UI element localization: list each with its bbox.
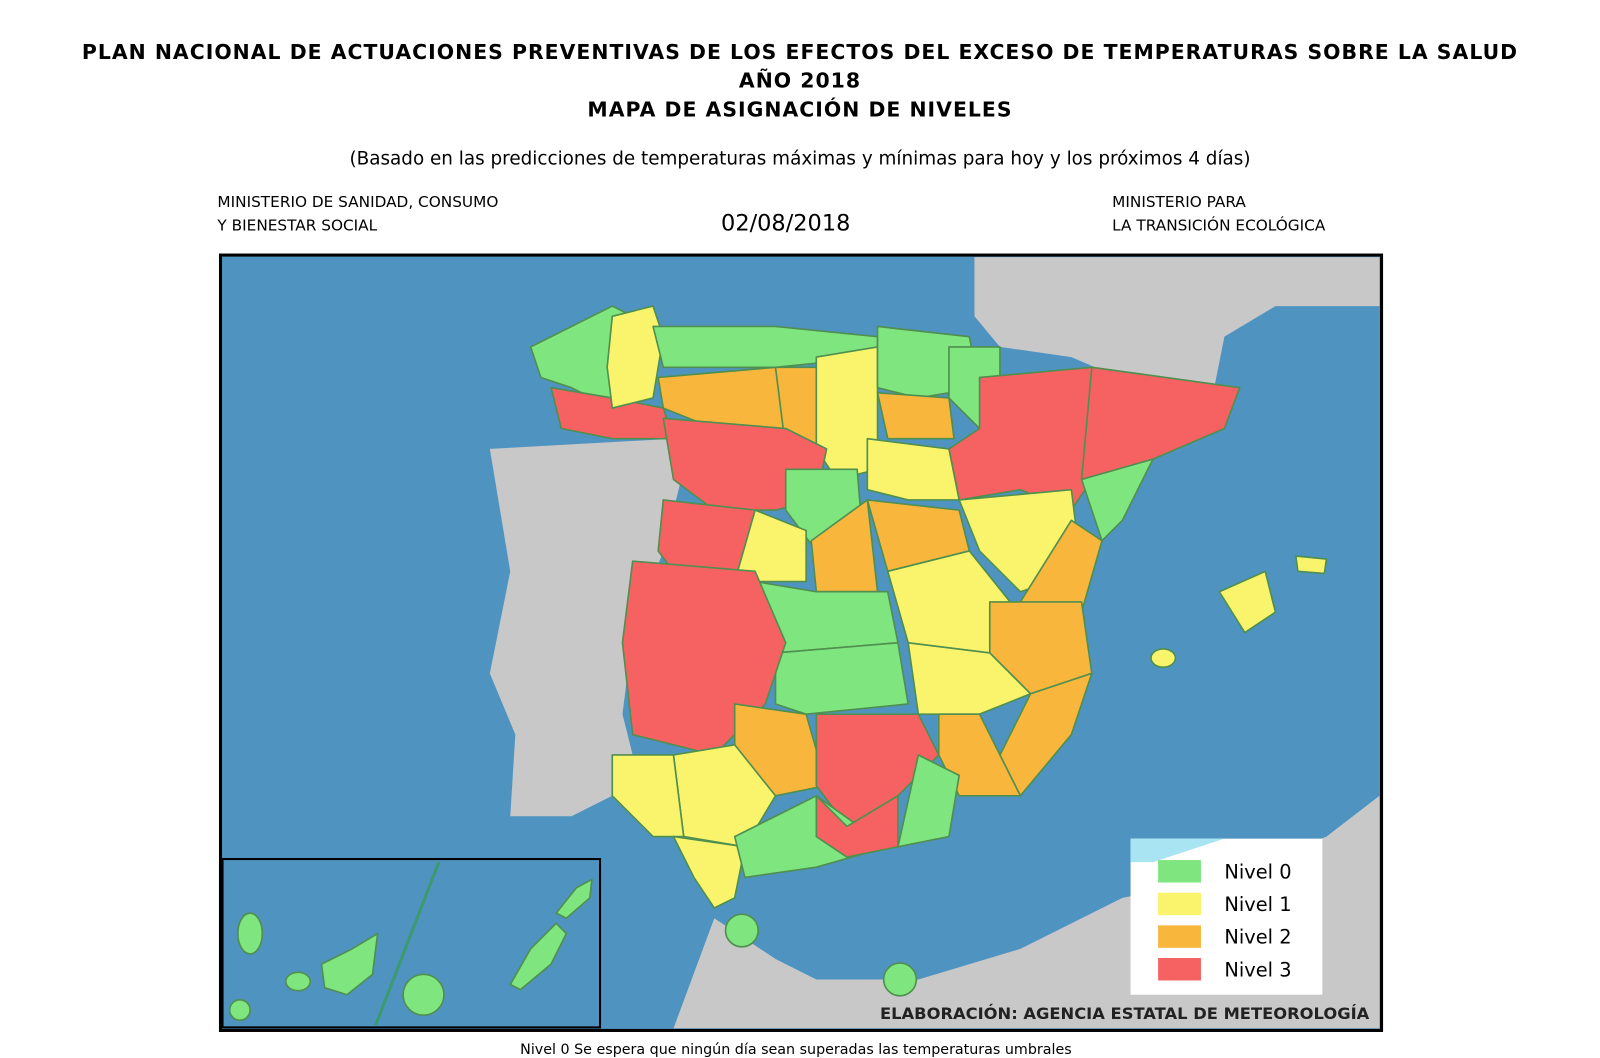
footer: Nivel 0 Se espera que ningún día sean su… [520, 1042, 1072, 1058]
province [555, 878, 593, 920]
province [999, 672, 1093, 797]
legend-label: Nivel 0 [1224, 860, 1291, 883]
province [907, 641, 1032, 715]
province [237, 912, 264, 955]
ministry-left: Y BIENESTAR SOCIAL [216, 217, 377, 235]
province [733, 509, 807, 583]
credit: ELABORACIÓN: AGENCIA ESTATAL DE METEOROL… [880, 1004, 1370, 1023]
province [509, 922, 568, 991]
province [1218, 570, 1277, 634]
province [284, 971, 312, 992]
province [876, 391, 955, 440]
year: AÑO 2018 [739, 68, 861, 93]
canarias [228, 878, 593, 1022]
province [611, 754, 685, 838]
province [402, 973, 445, 1016]
title: PLAN NACIONAL DE ACTUACIONES PREVENTIVAS… [82, 40, 1518, 64]
province [606, 305, 665, 409]
province [1080, 366, 1241, 481]
inset-line [374, 861, 441, 1026]
province [1080, 458, 1154, 542]
note: (Basado en las predicciones de temperatu… [349, 148, 1250, 169]
france [974, 257, 1380, 388]
province [815, 794, 899, 858]
provinces [529, 305, 1328, 997]
date: 02/08/2018 [721, 211, 850, 237]
province [866, 437, 960, 501]
legend-swatch [1158, 925, 1201, 948]
province [1295, 555, 1328, 575]
legend-swatch [1158, 958, 1201, 981]
portugal [489, 438, 684, 817]
province [724, 913, 759, 948]
province [672, 835, 746, 909]
legend: Nivel 0 Nivel 1 Nivel 2 Nivel 3 [1130, 838, 1323, 995]
legend-label: Nivel 3 [1224, 958, 1291, 981]
province [228, 999, 251, 1022]
province [320, 932, 379, 996]
subtitle: MAPA DE ASIGNACIÓN DE NIVELES [587, 96, 1012, 121]
legend-label: Nivel 1 [1224, 893, 1291, 916]
province [897, 754, 960, 848]
province [1150, 648, 1177, 669]
ministry-left: MINISTERIO DE SANIDAD, CONSUMO [217, 193, 498, 211]
legend-label: Nivel 2 [1224, 926, 1291, 949]
province [882, 962, 918, 997]
ministry-right: MINISTERIO PARA [1112, 193, 1246, 211]
legend-swatch [1158, 860, 1201, 883]
legend-swatch [1158, 892, 1201, 916]
canarias-inset [221, 858, 602, 1029]
province [774, 641, 909, 715]
map: Nivel 0 Nivel 1 Nivel 2 Nivel 3 ELABORACIÓN… [218, 253, 1384, 1032]
ministry-right: LA TRANSICIÓN ECOLÓGICA [1112, 216, 1326, 235]
legend-corner [1130, 838, 1225, 863]
